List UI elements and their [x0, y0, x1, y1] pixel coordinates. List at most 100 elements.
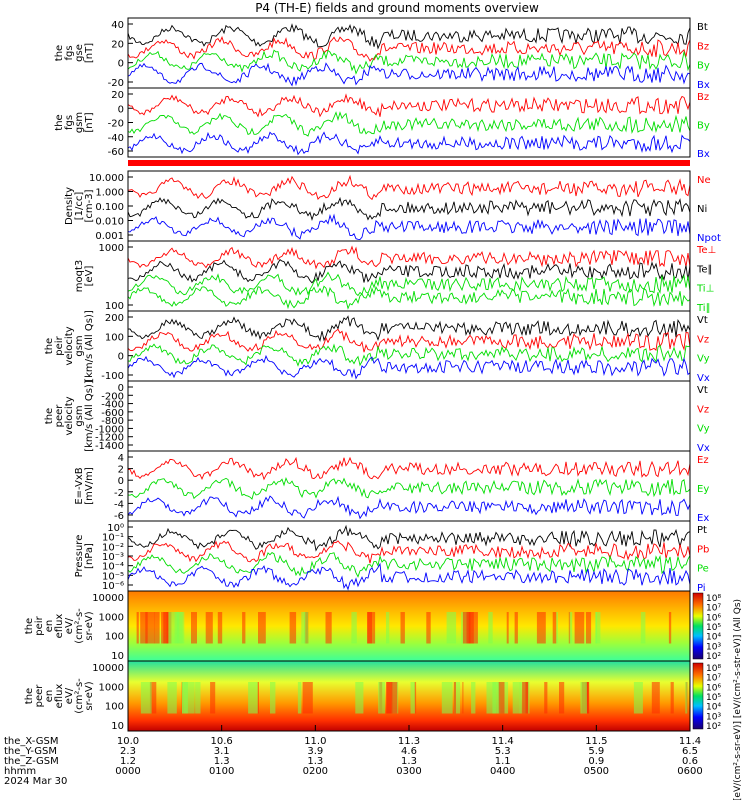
ytick-label: -200	[101, 391, 124, 402]
ytick-label: 100	[105, 301, 124, 312]
ylabel-line: peer	[54, 404, 65, 428]
ytick-label: 100	[105, 702, 124, 713]
ylabel-line: en	[44, 690, 55, 703]
colorbar-tick: 10⁴	[706, 703, 721, 713]
xaxis-value: 1.2	[120, 756, 136, 767]
ytick-label: 20	[111, 90, 124, 101]
colorbar-tick: 10⁴	[706, 633, 721, 643]
ylabel-line: en	[44, 620, 55, 633]
spectrogram-cell	[640, 612, 646, 644]
spectrogram-cell	[302, 682, 313, 714]
spectrogram-cell	[136, 612, 139, 644]
spectrogram-cell	[378, 682, 385, 714]
colorbar-tick: 10⁶	[706, 683, 721, 693]
xaxis-value: 3.1	[214, 746, 230, 757]
series-line-Ti∥	[127, 285, 691, 310]
ylabel-line: gsm	[74, 405, 85, 426]
xaxis-value: 0200	[303, 766, 328, 777]
spectrogram-cell	[486, 682, 497, 714]
spectrogram-cell	[651, 682, 660, 714]
series-line-Ne	[127, 174, 691, 201]
ytick-label: 2	[118, 465, 124, 476]
spectrogram-cell	[289, 612, 297, 644]
xaxis-value: 5.9	[588, 746, 604, 757]
ytick-label: 10	[111, 721, 124, 732]
panel-peer-velocity: the peer velocity gsm [km/s (All Qs)] 0-200-4…	[44, 380, 710, 454]
panel-fgs-gse: the fgs gse [nT] 40 20 0 -20 Bt Bz By Bx	[54, 17, 710, 91]
spectrogram-cell	[525, 682, 528, 714]
ytick-label: -60	[108, 147, 124, 158]
ytick-label: 1.000	[95, 188, 124, 199]
series-line-Pt	[127, 524, 691, 552]
xaxis-value: 11.0	[304, 736, 326, 747]
spectrogram-cell	[355, 682, 364, 714]
separator-bar	[128, 160, 690, 166]
ylabel-line: peir	[34, 615, 45, 635]
spectrogram-cell	[210, 682, 216, 714]
spectrogram-cell	[183, 682, 195, 714]
xaxis-value: 10.0	[117, 736, 139, 747]
spectrogram-cell	[595, 612, 601, 644]
spectrogram-cell	[466, 612, 471, 644]
series-line-Vx	[127, 354, 691, 380]
ylabel-line: eV/	[64, 687, 75, 704]
legend-label: By	[697, 121, 710, 132]
spectrogram-cell	[167, 682, 177, 714]
spectrogram-cell	[668, 612, 672, 644]
ylabel-line: moqt3	[74, 260, 85, 293]
xaxis-value: 1.3	[307, 756, 323, 767]
spectrogram-cell	[145, 612, 155, 644]
legend-label: Bt	[697, 22, 708, 33]
colorbar-tick: 10³	[706, 712, 721, 722]
ytick-label: 40	[111, 20, 124, 31]
legend-label: Vz	[697, 404, 709, 415]
ylabel-line: fgs	[64, 45, 75, 60]
legend-label: Vx	[697, 373, 710, 384]
ylabel-line: eflux	[54, 614, 65, 639]
legend-label: Ne	[697, 175, 711, 186]
ylabel-line: the	[24, 618, 35, 634]
series-line-Bz	[127, 36, 691, 62]
ylabel-line: peir	[54, 335, 65, 355]
legend-label: Bz	[697, 92, 709, 103]
ylabel-line: Pressure	[74, 535, 85, 578]
ylabel-line: sr-eV)	[84, 681, 95, 710]
spectrogram-cell	[168, 612, 180, 644]
ylabel-line: the	[54, 114, 65, 130]
xaxis-row-label: the_Y-GSM	[4, 746, 57, 757]
spectrogram-cell	[182, 682, 188, 714]
spectrogram-cell	[462, 682, 464, 714]
xaxis-value: 0000	[115, 766, 140, 777]
legend-label: Vt	[697, 385, 708, 396]
ytick-label: 10000	[92, 593, 124, 604]
figure-title: P4 (TH-E) fields and ground moments over…	[255, 1, 539, 15]
xaxis-value: 2.3	[120, 746, 136, 757]
series-line-Te⊥	[127, 245, 691, 270]
xaxis-row-label: hhmm	[4, 766, 36, 777]
colorbar-label: [eV/(cm²-s-sr-eV)] [eV/(cm²-s-str-eV)] (…	[733, 599, 743, 800]
ytick-label: 0	[118, 104, 124, 115]
series-line-Bx	[127, 62, 691, 87]
series-line-By	[127, 49, 691, 75]
xaxis-value: 1.3	[401, 756, 417, 767]
ytick-label: 10000	[92, 663, 124, 674]
xaxis-value: 6.5	[682, 746, 698, 757]
panel-efield: E=-VxB [mV/m] 420-2-4-6 Ez Ey Ex	[74, 450, 709, 524]
ytick-label: 100	[105, 332, 124, 343]
spectrogram-cell	[454, 682, 461, 714]
series-line-Pb	[127, 540, 691, 564]
xaxis-value: 0100	[209, 766, 234, 777]
colorbar	[692, 592, 704, 660]
legend-label: Vz	[697, 334, 709, 345]
xaxis-value: 11.4	[679, 736, 701, 747]
spectrogram-cell	[414, 682, 417, 714]
ylabel-line: (cm²-s-	[74, 608, 85, 644]
ytick-label: -4	[114, 499, 124, 510]
ytick-label: 10⁻²	[102, 542, 124, 553]
xaxis-value: 11.4	[492, 736, 514, 747]
spectrogram-cell	[217, 612, 223, 644]
ylabel-line: [cm-3]	[84, 189, 95, 222]
spectrogram-cell	[514, 612, 518, 644]
legend-label: Bx	[697, 80, 710, 91]
